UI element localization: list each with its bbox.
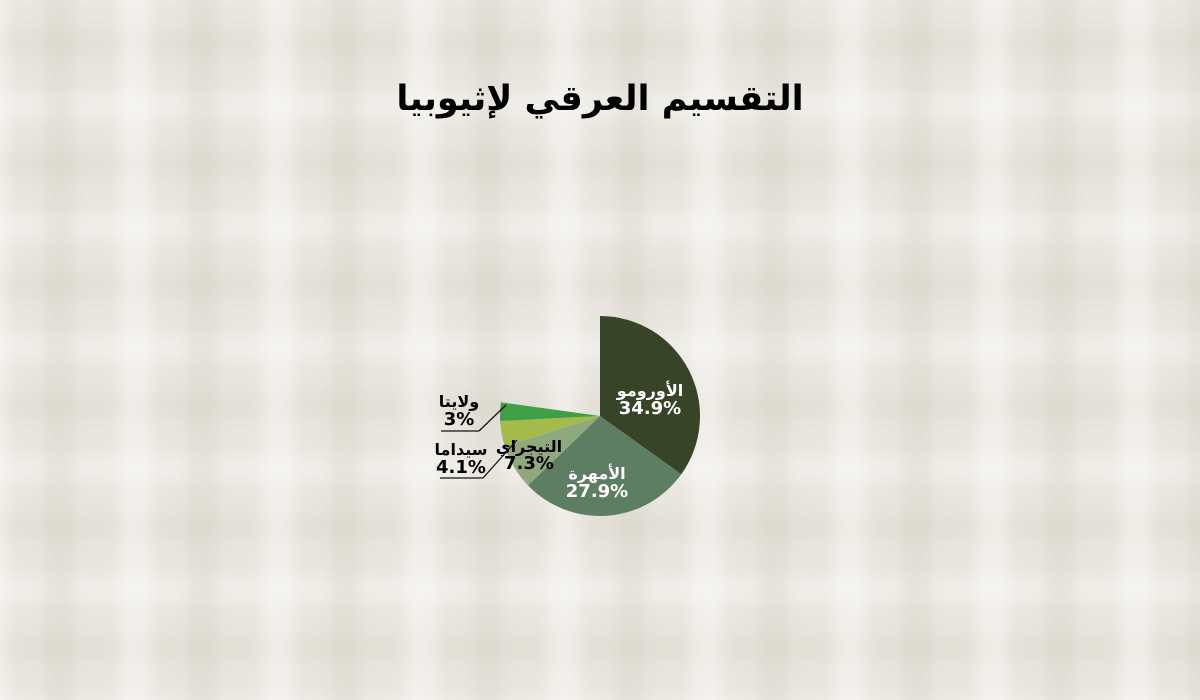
pie-slice-4 [500, 402, 600, 422]
slice-pct-label: 3% [444, 409, 475, 430]
slice-label: ولايتا [439, 392, 479, 411]
slice-pct-label: 7.3% [504, 453, 554, 474]
slice-pct-label: 4.1% [436, 457, 486, 478]
chart-title: التقسيم العرقي لإثيوبيا [396, 79, 804, 119]
pie-slice-2 [504, 416, 600, 486]
slice-label: سيداما [435, 440, 488, 459]
slice-label: الأمهرة [568, 464, 625, 483]
slice-pct-label: 27.9% [566, 481, 628, 502]
pie-slice-1 [527, 416, 682, 517]
pie-slice-0 [600, 316, 701, 475]
leader-line [482, 439, 518, 479]
slice-label: الأورومو [616, 381, 683, 400]
slice-pct-label: 34.9% [619, 398, 681, 419]
slice-label: التيجراي [496, 437, 562, 457]
leader-line [478, 404, 507, 432]
pie-slice-3 [500, 416, 600, 447]
